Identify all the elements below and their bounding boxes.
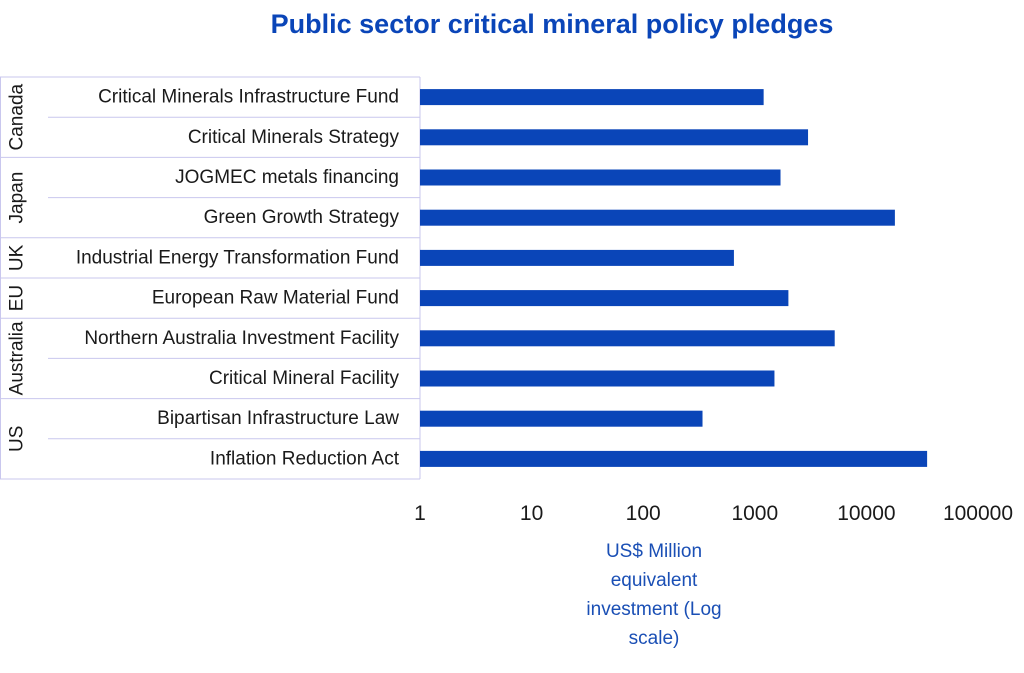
group-label-australia: Australia xyxy=(7,321,28,395)
x-tick-label: 10 xyxy=(520,502,543,525)
bar xyxy=(420,129,809,146)
category-label: JOGMEC metals financing xyxy=(175,167,399,188)
category-label: Green Growth Strategy xyxy=(204,207,400,228)
category-label: Bipartisan Infrastructure Law xyxy=(157,408,399,429)
bar xyxy=(420,410,703,427)
x-tick-label: 10000 xyxy=(837,502,895,525)
x-tick-label: 1 xyxy=(414,502,426,525)
x-axis-label-line: US$ Million xyxy=(606,541,702,562)
x-axis-label-line: scale) xyxy=(629,628,680,649)
group-label-us: US xyxy=(7,426,28,452)
x-axis-label: US$ Million equivalent investment (Log scal… xyxy=(586,541,721,649)
category-labels: Critical Minerals Infrastructure Fund Cri… xyxy=(76,87,400,470)
bar xyxy=(420,249,734,266)
group-label-uk: UK xyxy=(7,244,28,271)
x-tick-label: 100 xyxy=(626,502,661,525)
bar xyxy=(420,209,895,226)
group-label-japan: Japan xyxy=(7,172,28,224)
bar xyxy=(420,290,789,307)
x-axis-label-line: investment (Log xyxy=(586,599,721,620)
bar xyxy=(420,89,764,106)
category-label: Industrial Energy Transformation Fund xyxy=(76,247,399,268)
group-label-canada: Canada xyxy=(7,83,28,150)
bar xyxy=(420,450,928,467)
x-tick-label: 1000 xyxy=(731,502,778,525)
category-label: Critical Mineral Facility xyxy=(209,368,400,389)
x-tick-label: 100000 xyxy=(943,502,1013,525)
bar xyxy=(420,330,835,347)
bars xyxy=(420,89,928,467)
category-label: European Raw Material Fund xyxy=(152,288,399,309)
x-axis-label-line: equivalent xyxy=(611,570,698,591)
group-labels: Canada Japan UK EU Australia US xyxy=(7,83,28,452)
chart-title: Public sector critical mineral policy pl… xyxy=(271,9,834,39)
x-tick-labels: 1 10 100 1000 10000 100000 xyxy=(414,502,1013,525)
bar xyxy=(420,169,781,186)
category-label: Critical Minerals Strategy xyxy=(188,127,400,148)
category-label: Inflation Reduction Act xyxy=(210,448,400,469)
group-label-eu: EU xyxy=(7,285,28,311)
category-label: Northern Australia Investment Facility xyxy=(84,328,399,349)
category-label: Critical Minerals Infrastructure Fund xyxy=(98,87,399,108)
bar xyxy=(420,370,775,387)
